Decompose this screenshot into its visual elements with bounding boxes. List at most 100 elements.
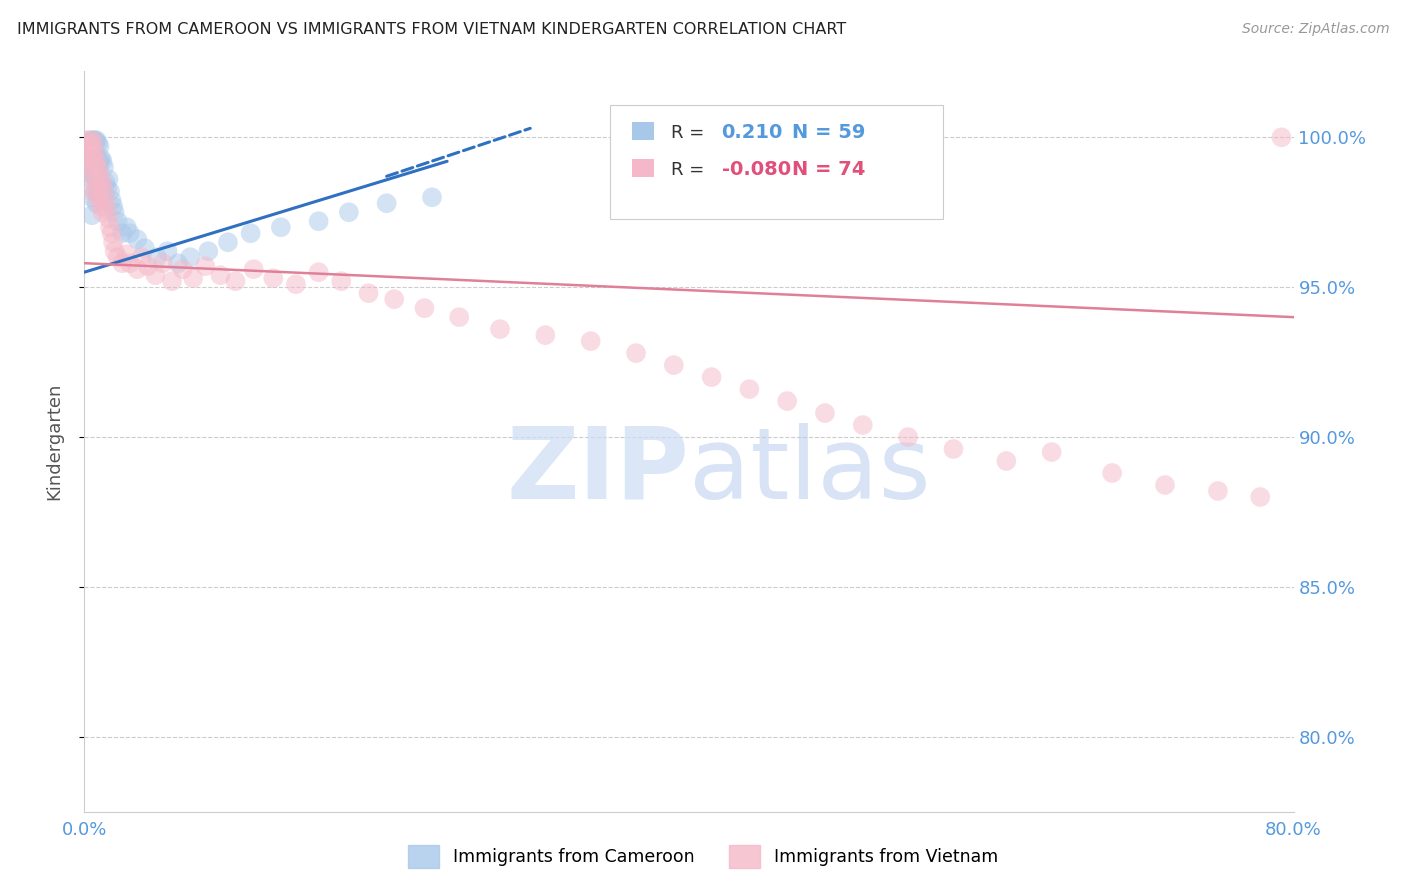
Point	[80, 184, 103, 198]
Point	[79, 142, 101, 156]
Point	[82, 157, 104, 171]
Y-axis label: Kindergarten: Kindergarten	[45, 383, 63, 500]
Point	[84, 172, 107, 186]
Point	[79, 154, 101, 169]
Point	[79, 172, 101, 186]
Point	[167, 256, 190, 270]
Text: Source: ZipAtlas.com: Source: ZipAtlas.com	[1241, 22, 1389, 37]
Point	[239, 226, 262, 240]
Point	[118, 226, 141, 240]
Point	[337, 205, 360, 219]
Point	[1040, 445, 1063, 459]
Point	[225, 274, 247, 288]
Point	[134, 241, 156, 255]
Point	[87, 161, 110, 175]
Point	[91, 178, 114, 193]
Text: IMMIGRANTS FROM CAMEROON VS IMMIGRANTS FROM VIETNAM KINDERGARTEN CORRELATION CHA: IMMIGRANTS FROM CAMEROON VS IMMIGRANTS F…	[17, 22, 846, 37]
Point	[84, 133, 107, 147]
Point	[579, 334, 602, 348]
Point	[115, 220, 138, 235]
Point	[98, 220, 121, 235]
Point	[86, 151, 108, 165]
Point	[90, 151, 112, 165]
Point	[93, 184, 115, 198]
Point	[82, 148, 104, 162]
Text: N = 59: N = 59	[792, 123, 865, 143]
Point	[93, 187, 115, 202]
Point	[131, 250, 153, 264]
Point	[111, 256, 134, 270]
Point	[91, 154, 114, 169]
Point	[87, 161, 110, 175]
Legend: Immigrants from Cameroon, Immigrants from Vietnam: Immigrants from Cameroon, Immigrants fro…	[399, 837, 1007, 876]
Point	[77, 151, 100, 165]
Point	[197, 244, 219, 259]
Point	[80, 208, 103, 222]
Point	[382, 292, 405, 306]
Text: ZIP: ZIP	[506, 423, 689, 520]
Point	[262, 271, 284, 285]
Point	[86, 181, 108, 195]
Point	[285, 277, 308, 292]
Point	[91, 181, 114, 195]
Point	[420, 190, 443, 204]
Point	[115, 247, 138, 261]
Point	[80, 142, 103, 156]
Point	[77, 148, 100, 162]
Point	[308, 265, 330, 279]
Point	[127, 232, 149, 246]
Point	[308, 214, 330, 228]
Point	[87, 184, 110, 198]
Point	[413, 301, 436, 315]
Point	[104, 244, 127, 259]
Point	[111, 226, 134, 240]
Point	[662, 358, 685, 372]
Point	[89, 166, 111, 180]
Text: N = 74: N = 74	[792, 161, 865, 179]
Point	[172, 262, 194, 277]
Point	[357, 286, 380, 301]
Point	[145, 268, 167, 283]
Text: R =: R =	[671, 161, 710, 178]
FancyBboxPatch shape	[633, 121, 654, 140]
Point	[700, 370, 723, 384]
Point	[1101, 466, 1123, 480]
Point	[146, 250, 169, 264]
Point	[270, 220, 292, 235]
Point	[489, 322, 512, 336]
Point	[1154, 478, 1177, 492]
Point	[86, 172, 108, 186]
Point	[242, 262, 264, 277]
Point	[86, 133, 108, 147]
Point	[100, 193, 122, 207]
Point	[179, 250, 201, 264]
Point	[90, 172, 112, 186]
Point	[76, 133, 98, 147]
Point	[776, 394, 799, 409]
Point	[152, 256, 174, 270]
Point	[94, 193, 117, 207]
Point	[118, 256, 141, 270]
Point	[375, 196, 398, 211]
Point	[330, 274, 353, 288]
FancyBboxPatch shape	[633, 159, 654, 178]
Point	[90, 199, 112, 213]
Point	[127, 262, 149, 277]
Point	[77, 136, 100, 151]
Point	[101, 199, 124, 213]
Point	[91, 205, 114, 219]
Point	[160, 274, 183, 288]
Point	[79, 136, 101, 151]
Point	[84, 184, 107, 198]
Point	[80, 166, 103, 180]
Point	[77, 139, 100, 153]
Point	[995, 454, 1018, 468]
Point	[217, 235, 239, 250]
Point	[90, 178, 112, 193]
Point	[194, 259, 217, 273]
Point	[136, 259, 159, 273]
Point	[98, 184, 121, 198]
Point	[82, 133, 104, 147]
Text: R =: R =	[671, 124, 710, 142]
Point	[107, 250, 129, 264]
